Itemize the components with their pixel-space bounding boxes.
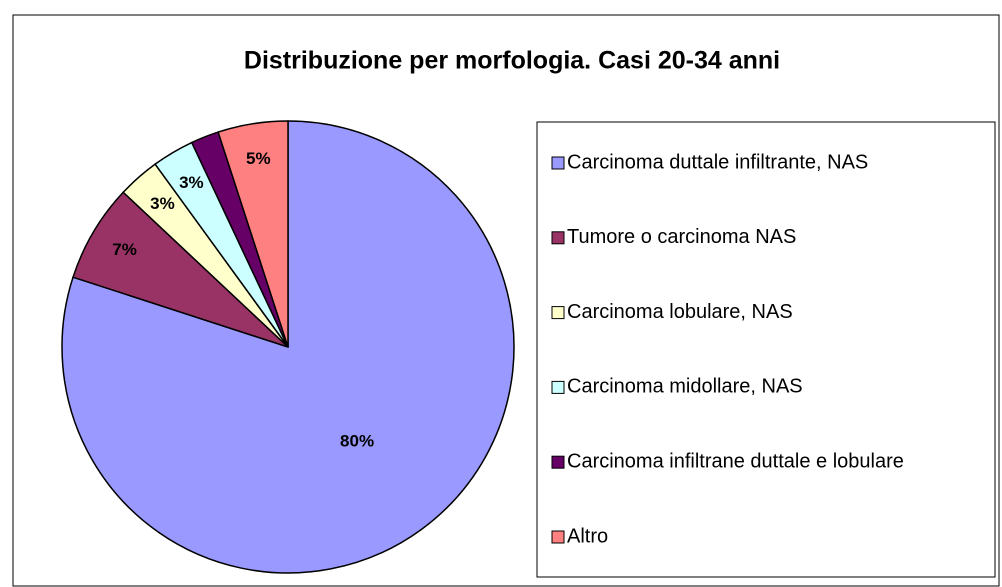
legend-swatch: [551, 530, 565, 544]
data-label: 3%: [150, 194, 175, 213]
legend-swatch: [551, 231, 565, 245]
legend-swatch: [551, 380, 565, 394]
legend-label: Tumore o carcinoma NAS: [567, 226, 796, 248]
legend-swatch: [551, 306, 565, 320]
legend-label: Altro: [567, 525, 608, 547]
data-label: 80%: [340, 432, 374, 451]
data-label: 5%: [246, 149, 271, 168]
data-label: 3%: [179, 173, 204, 192]
data-label: 7%: [112, 240, 137, 259]
chart-title: Distribuzione per morfologia. Casi 20-34…: [244, 47, 780, 75]
legend-swatch: [551, 455, 565, 469]
legend-swatch: [551, 156, 565, 170]
legend-box: [536, 121, 996, 578]
legend-label: Carcinoma midollare, NAS: [567, 376, 803, 398]
legend-label: Carcinoma lobulare, NAS: [567, 301, 793, 323]
legend-label: Carcinoma infiltrane duttale e lobulare: [567, 450, 904, 472]
legend-label: Carcinoma duttale infiltrante, NAS: [567, 151, 868, 173]
pie-slice: [217, 120, 289, 348]
